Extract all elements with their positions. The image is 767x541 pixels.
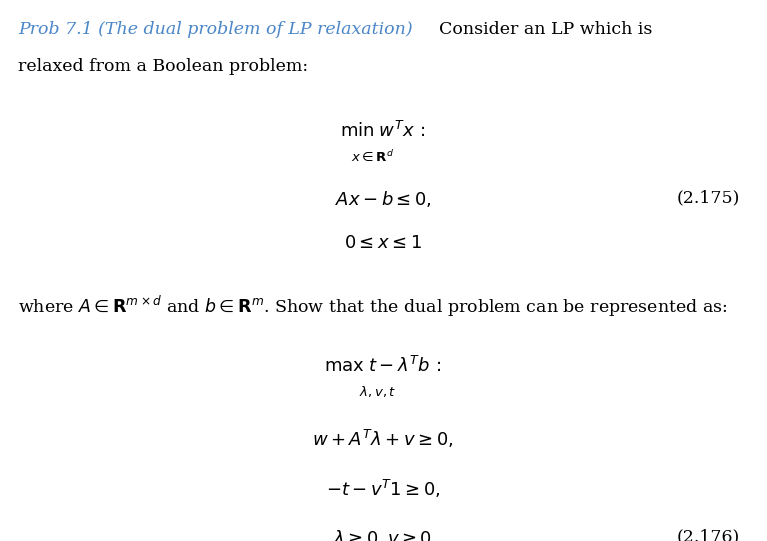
Text: $\mathrm{min}\; w^T x\,:$: $\mathrm{min}\; w^T x\,:$ — [341, 121, 426, 141]
Text: $Ax - b \leq 0,$: $Ax - b \leq 0,$ — [334, 189, 432, 209]
Text: $0 \leq x \leq 1$: $0 \leq x \leq 1$ — [344, 234, 422, 252]
Text: $\lambda,v,t$: $\lambda,v,t$ — [359, 384, 397, 399]
Text: (2.176): (2.176) — [676, 528, 740, 541]
Text: where $A \in \mathbf{R}^{m\times d}$ and $b \in \mathbf{R}^{m}$. Show that the d: where $A \in \mathbf{R}^{m\times d}$ and… — [18, 294, 728, 319]
Text: $\mathrm{max}\; t - \lambda^T b\,:$: $\mathrm{max}\; t - \lambda^T b\,:$ — [324, 356, 442, 376]
Text: $w + A^T\lambda + v \geq 0,$: $w + A^T\lambda + v \geq 0,$ — [312, 428, 454, 450]
Text: Prob 7.1 (The dual problem of LP relaxation): Prob 7.1 (The dual problem of LP relaxat… — [18, 21, 413, 38]
Text: (2.175): (2.175) — [676, 189, 740, 206]
Text: $-t - v^T 1 \geq 0,$: $-t - v^T 1 \geq 0,$ — [325, 478, 440, 500]
Text: Consider an LP which is: Consider an LP which is — [428, 21, 652, 38]
Text: $\lambda \geq 0, v \geq 0$: $\lambda \geq 0, v \geq 0$ — [334, 528, 433, 541]
Text: relaxed from a Boolean problem:: relaxed from a Boolean problem: — [18, 58, 308, 75]
Text: $x\in\mathbf{R}^d$: $x\in\mathbf{R}^d$ — [351, 149, 394, 165]
